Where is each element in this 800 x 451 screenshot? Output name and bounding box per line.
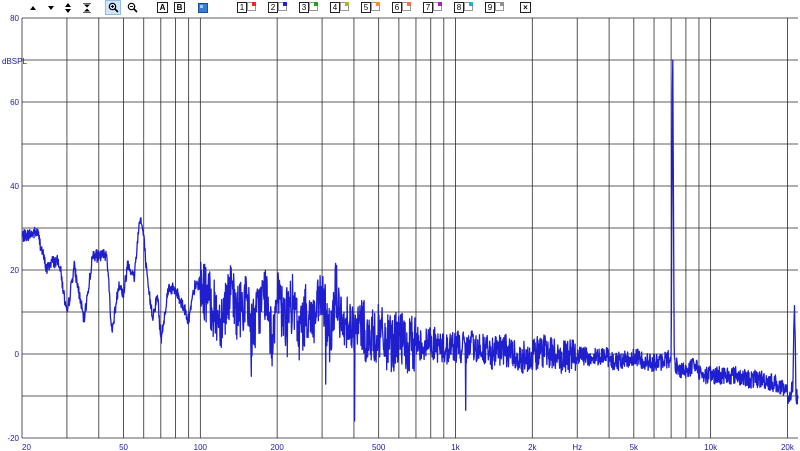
y-tick-label: 40 xyxy=(10,182,19,191)
x-tick-label: 200 xyxy=(270,443,284,451)
x-tick-label: 5k xyxy=(630,443,639,451)
y-tick-label: -20 xyxy=(7,434,19,443)
channel-number: 2 xyxy=(268,2,278,13)
channel-color-swatch xyxy=(464,2,473,11)
expand-vertical-icon[interactable] xyxy=(63,1,73,14)
y-tick-label: 80 xyxy=(10,14,19,23)
channel-color-swatch xyxy=(402,2,411,11)
x-tick-label: 20 xyxy=(22,443,31,451)
fit-vertical-icon[interactable] xyxy=(82,1,92,14)
x-tick-label: 500 xyxy=(372,443,386,451)
channel-color-swatch xyxy=(433,2,442,11)
x-tick-label: 20k xyxy=(781,443,795,451)
channel-color-swatch xyxy=(309,2,318,11)
channel-color-swatch xyxy=(495,2,504,11)
cursor-b-button[interactable]: B xyxy=(174,2,185,13)
scroll-up-icon[interactable] xyxy=(28,1,38,14)
x-tick-label: 2k xyxy=(528,443,537,451)
channel-8-button[interactable]: 8 xyxy=(454,2,473,14)
channel-number: 8 xyxy=(454,2,464,13)
close-icon[interactable]: × xyxy=(520,2,531,13)
x-tick-label: 1k xyxy=(451,443,460,451)
channel-number: 4 xyxy=(330,2,340,13)
x-tick-label: 50 xyxy=(119,443,128,451)
channel-number: 7 xyxy=(423,2,433,13)
series-line xyxy=(21,59,799,422)
channel-5-button[interactable]: 5 xyxy=(361,2,380,14)
channel-number: 3 xyxy=(299,2,309,13)
channel-1-button[interactable]: 1 xyxy=(237,2,256,14)
channel-4-button[interactable]: 4 xyxy=(330,2,349,14)
channel-9-button[interactable]: 9 xyxy=(485,2,504,14)
toolbar: A B 1 2 3 4 5 6 7 8 9 × xyxy=(0,0,800,16)
zoom-in-icon[interactable] xyxy=(105,0,121,15)
x-tick-label: 10k xyxy=(704,443,718,451)
channel-number: 6 xyxy=(392,2,402,13)
channel-3-button[interactable]: 3 xyxy=(299,2,318,14)
scroll-down-icon[interactable] xyxy=(46,1,56,14)
channel-color-swatch xyxy=(371,2,380,11)
zoom-out-icon[interactable] xyxy=(126,1,138,14)
channel-2-button[interactable]: 2 xyxy=(268,2,287,14)
y-tick-label: 60 xyxy=(10,98,19,107)
channel-color-swatch xyxy=(278,2,287,11)
channel-color-swatch xyxy=(247,2,256,11)
x-axis: 20 50 100 200 500 1k 2k Hz 5k 10k 20k xyxy=(22,443,795,451)
channel-number: 9 xyxy=(485,2,495,13)
y-tick-label: 20 xyxy=(10,266,19,275)
cursor-a-button[interactable]: A xyxy=(157,2,168,13)
channel-6-button[interactable]: 6 xyxy=(392,2,411,14)
channel-7-button[interactable]: 7 xyxy=(423,2,442,14)
x-tick-label: 100 xyxy=(194,443,208,451)
channel-number: 1 xyxy=(237,2,247,13)
channel-color-swatch xyxy=(340,2,349,11)
y-tick-label: 0 xyxy=(15,350,20,359)
y-axis: 80 60 40 20 0 -20 xyxy=(7,14,19,443)
channel-number: 5 xyxy=(361,2,371,13)
x-axis-unit-label: Hz xyxy=(572,443,582,451)
color-picker-icon[interactable] xyxy=(197,1,208,14)
y-axis-label: dBSPL xyxy=(2,57,27,66)
grid xyxy=(21,17,798,439)
